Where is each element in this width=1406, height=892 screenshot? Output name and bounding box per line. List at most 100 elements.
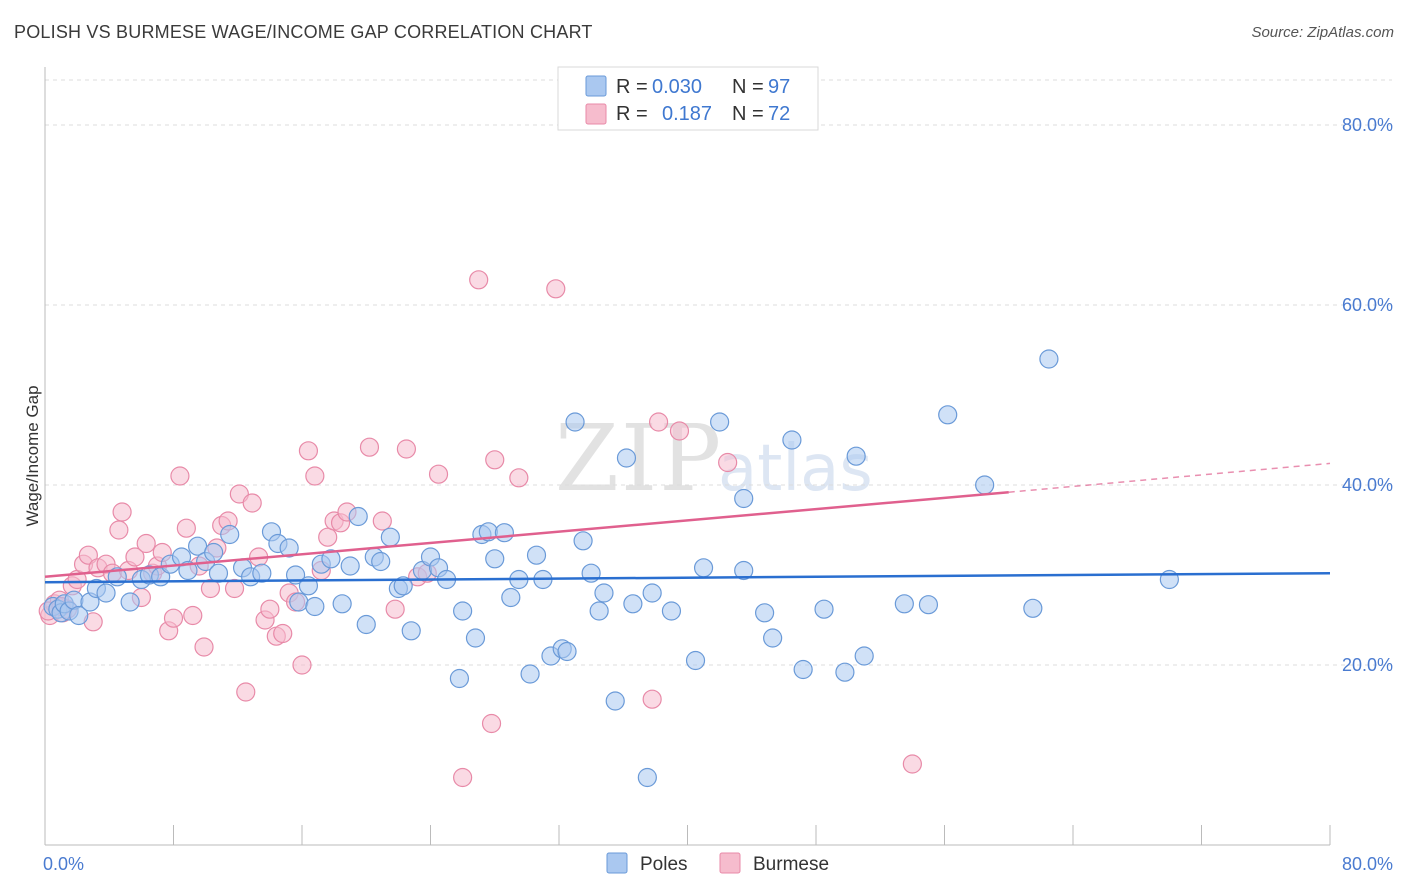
poles-point-6 <box>69 605 89 626</box>
poles-point-55 <box>494 523 514 543</box>
burmese-point-68 <box>718 452 738 473</box>
poles-point-91 <box>975 475 995 495</box>
bottom-legend-burmese: Burmese <box>753 854 829 875</box>
poles-point-49 <box>449 668 470 689</box>
poles-point-70 <box>616 448 637 468</box>
burmese-point-52 <box>359 437 380 457</box>
burmese-point-39 <box>260 599 280 619</box>
legend-n-label-burmese: N = <box>732 103 764 125</box>
burmese-point-28 <box>194 637 214 657</box>
legend-swatch-burmese <box>585 103 607 125</box>
poles-point-82 <box>782 430 802 450</box>
poles-points <box>43 349 1179 788</box>
poles-point-92 <box>1023 598 1043 618</box>
zipatlas-watermark: ZIP atlas <box>555 405 873 512</box>
poles-point-72 <box>637 767 657 788</box>
y-tick-label-2: 60.0% <box>1342 295 1393 315</box>
poles-point-65 <box>573 531 593 551</box>
burmese-point-59 <box>453 767 473 788</box>
poles-point-54 <box>485 549 505 569</box>
burmese-point-46 <box>305 466 325 486</box>
bottom-legend-swatch-poles <box>606 852 628 874</box>
legend-n-value-burmese: 72 <box>768 103 790 125</box>
legend-r-label-poles: R = <box>616 76 648 98</box>
bottom-legend-poles: Poles <box>640 854 688 875</box>
poles-point-73 <box>642 583 662 603</box>
poles-point-80 <box>754 603 775 623</box>
burmese-point-44 <box>292 655 312 675</box>
burmese-point-13 <box>109 520 129 540</box>
poles-point-40 <box>371 551 391 572</box>
poles-point-71 <box>623 594 643 614</box>
bottom-legend-swatch-burmese <box>719 852 741 874</box>
burmese-point-36 <box>242 493 262 513</box>
poles-point-25 <box>252 563 272 583</box>
burmese-point-33 <box>224 578 245 599</box>
bottom-legend: Poles Burmese <box>606 852 829 875</box>
burmese-trend-extension <box>1008 462 1331 493</box>
legend-r-label-burmese: R = <box>616 103 648 125</box>
poles-point-94 <box>1039 349 1059 369</box>
burmese-point-69 <box>902 754 922 774</box>
legend-r-value-poles: 0.030 <box>652 76 702 98</box>
poles-point-28 <box>279 538 299 558</box>
poles-point-86 <box>846 446 866 466</box>
poles-point-87 <box>854 646 874 666</box>
poles-point-11 <box>120 592 140 612</box>
burmese-point-65 <box>642 689 662 709</box>
poles-point-63 <box>557 641 577 662</box>
burmese-point-63 <box>509 468 529 488</box>
poles-point-74 <box>661 601 682 621</box>
x-tick-label-0: 0.0% <box>43 854 84 874</box>
burmese-point-24 <box>170 466 190 486</box>
burmese-point-53 <box>372 511 392 531</box>
poles-point-58 <box>520 664 540 684</box>
source-label: Source: ZipAtlas.com <box>1251 24 1394 41</box>
burmese-point-48 <box>318 527 338 547</box>
burmese-point-45 <box>298 441 319 461</box>
burmese-point-61 <box>481 713 502 734</box>
poles-point-41 <box>380 527 400 547</box>
poles-point-9 <box>96 583 116 603</box>
burmese-point-55 <box>396 439 417 459</box>
poles-point-22 <box>220 524 240 545</box>
y-tick-label-0: 20.0% <box>1342 655 1393 675</box>
poles-point-64 <box>565 412 585 432</box>
poles-point-32 <box>305 596 325 617</box>
poles-point-84 <box>814 599 834 619</box>
poles-point-68 <box>594 583 614 603</box>
legend-n-value-poles: 97 <box>768 76 790 98</box>
poles-point-36 <box>340 556 360 576</box>
chart-title: POLISH VS BURMESE WAGE/INCOME GAP CORREL… <box>14 22 593 42</box>
poles-point-78 <box>734 488 754 509</box>
burmese-point-58 <box>428 464 449 484</box>
burmese-point-66 <box>648 412 669 432</box>
poles-point-17 <box>178 560 198 581</box>
legend-r-value-burmese: 0.187 <box>662 103 712 125</box>
poles-point-59 <box>526 545 547 565</box>
poles-point-79 <box>734 560 754 581</box>
poles-point-75 <box>693 558 714 578</box>
burmese-trend-line <box>44 490 1009 579</box>
poles-point-56 <box>501 587 521 608</box>
burmese-point-25 <box>176 518 196 538</box>
poles-point-21 <box>208 563 229 583</box>
poles-point-83 <box>793 659 813 680</box>
y-axis-label: Wage/Income Gap <box>23 385 42 526</box>
x-tick-label-1: 80.0% <box>1342 854 1393 874</box>
burmese-point-67 <box>669 421 690 441</box>
legend-swatch-poles <box>585 75 607 97</box>
burmese-point-26 <box>183 605 203 626</box>
burmese-point-54 <box>385 599 405 619</box>
burmese-point-16 <box>125 547 145 567</box>
poles-point-43 <box>393 576 413 596</box>
burmese-point-18 <box>136 533 156 554</box>
poles-point-34 <box>321 549 341 569</box>
burmese-point-41 <box>273 623 293 644</box>
poles-point-89 <box>918 595 939 615</box>
poles-point-37 <box>348 506 368 527</box>
poles-point-67 <box>589 601 609 621</box>
burmese-point-60 <box>469 270 489 290</box>
poles-point-88 <box>894 594 914 614</box>
